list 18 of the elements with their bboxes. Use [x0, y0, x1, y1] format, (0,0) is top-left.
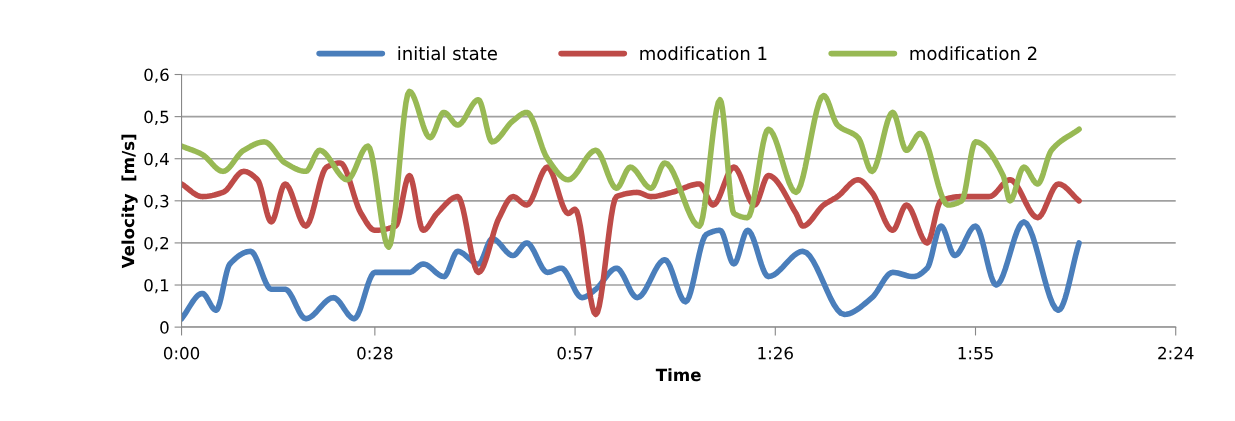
- x-tick-label: 0:57: [557, 346, 593, 360]
- x-tick-label: 0:00: [163, 346, 200, 360]
- y-tick-label: 0,4: [144, 152, 169, 167]
- legend-label: modification 1: [640, 46, 767, 61]
- y-axis-title: Velocity [m/s]: [121, 134, 138, 269]
- x-axis-title: Time: [655, 368, 701, 382]
- y-tick-label: 0: [160, 321, 169, 334]
- y-tick-label: 0,3: [144, 194, 169, 210]
- y-tick-label: 0,5: [144, 110, 169, 125]
- y-tick-label: 0,2: [144, 236, 169, 252]
- legend-label: modification 2: [910, 46, 1037, 61]
- legend-label: initial state: [398, 46, 497, 61]
- y-tick-label: 0,6: [144, 68, 169, 83]
- y-tick-label: 0,1: [144, 278, 169, 294]
- x-tick-label: 1:26: [758, 346, 793, 360]
- x-tick-label: 0:28: [357, 346, 393, 360]
- x-tick-label: 2:24: [1158, 346, 1194, 360]
- x-tick-label: 1:55: [958, 347, 993, 360]
